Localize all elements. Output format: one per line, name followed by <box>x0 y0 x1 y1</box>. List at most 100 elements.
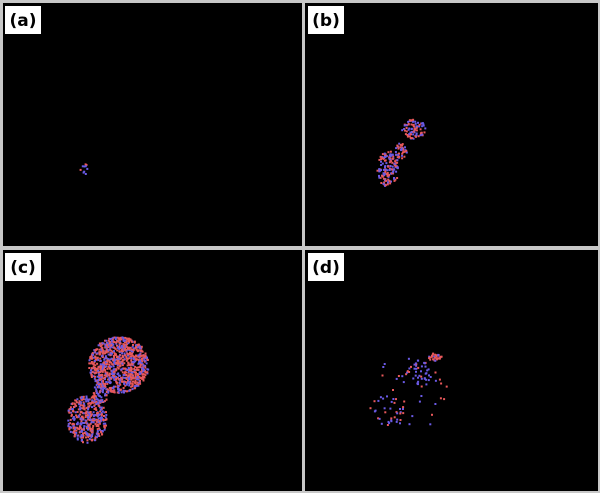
particle <box>403 401 405 403</box>
particle <box>126 360 128 362</box>
particle <box>123 392 125 394</box>
particle <box>134 366 136 368</box>
particle <box>80 427 82 429</box>
particle <box>98 349 100 351</box>
particle <box>117 388 119 390</box>
particle <box>118 363 120 365</box>
particle <box>440 356 442 358</box>
particle <box>392 398 394 400</box>
particle <box>70 419 72 421</box>
particle <box>425 373 427 375</box>
particle <box>86 396 88 398</box>
particle <box>432 354 434 356</box>
particle <box>70 406 72 408</box>
particle <box>396 412 398 414</box>
particle <box>96 363 98 365</box>
particle <box>384 153 386 155</box>
particle <box>85 173 87 175</box>
particle <box>115 341 117 343</box>
particle <box>125 374 127 376</box>
particle <box>94 351 96 353</box>
particle <box>396 421 398 423</box>
particle <box>385 184 387 186</box>
particle <box>93 411 95 413</box>
particle <box>145 360 147 362</box>
particle <box>113 355 115 357</box>
particle <box>94 437 96 439</box>
particle <box>129 369 131 371</box>
particle <box>103 407 105 409</box>
particle <box>120 337 122 339</box>
particle <box>401 155 403 157</box>
particle <box>118 350 120 352</box>
particle <box>439 379 441 381</box>
panel-b <box>305 3 598 246</box>
particle <box>382 163 384 165</box>
particle <box>408 358 410 360</box>
particle <box>146 362 148 364</box>
particle <box>101 347 103 349</box>
particle <box>133 349 135 351</box>
particle <box>102 391 104 393</box>
particle <box>392 156 394 158</box>
particle <box>91 399 93 401</box>
particle <box>140 355 142 357</box>
particle <box>401 157 403 159</box>
particle <box>382 366 384 368</box>
particle <box>378 159 380 161</box>
particle <box>126 346 128 348</box>
particle <box>105 414 107 416</box>
particle <box>90 430 92 432</box>
particle <box>102 381 104 383</box>
particle <box>137 369 139 371</box>
particle <box>113 362 115 364</box>
particle <box>417 381 419 383</box>
particle <box>100 363 102 365</box>
particle <box>81 430 83 432</box>
particle <box>394 402 396 404</box>
particle <box>414 128 416 130</box>
particle <box>104 343 106 345</box>
particle <box>431 414 433 416</box>
particle <box>415 123 417 125</box>
particle <box>115 337 117 339</box>
particle <box>115 376 117 378</box>
particle <box>382 375 384 377</box>
particle <box>129 373 131 375</box>
particle <box>429 359 431 361</box>
particle <box>412 121 414 123</box>
particle <box>130 357 132 359</box>
particle <box>88 406 90 408</box>
particle <box>132 381 134 383</box>
particle <box>378 175 380 177</box>
particle <box>407 370 409 372</box>
particle <box>117 340 119 342</box>
particle <box>94 376 96 378</box>
particle <box>113 373 115 375</box>
particle <box>131 354 133 356</box>
particle <box>126 390 128 392</box>
particle <box>103 359 105 361</box>
particle <box>131 385 133 387</box>
particle <box>128 340 130 342</box>
particle <box>101 407 103 409</box>
particle <box>99 343 101 345</box>
particle <box>97 370 99 372</box>
particle <box>87 436 89 438</box>
particle <box>105 366 107 368</box>
particle <box>85 414 87 416</box>
particle <box>404 146 406 148</box>
particle <box>100 396 102 398</box>
particle <box>120 389 122 391</box>
particle <box>408 129 410 131</box>
particle <box>415 368 417 370</box>
particle <box>122 381 124 383</box>
particle <box>134 371 136 373</box>
particle <box>122 390 124 392</box>
particle <box>74 403 76 405</box>
particle <box>131 352 133 354</box>
particle <box>134 356 136 358</box>
particle <box>410 137 412 139</box>
particle <box>130 377 132 379</box>
particle <box>128 390 130 392</box>
